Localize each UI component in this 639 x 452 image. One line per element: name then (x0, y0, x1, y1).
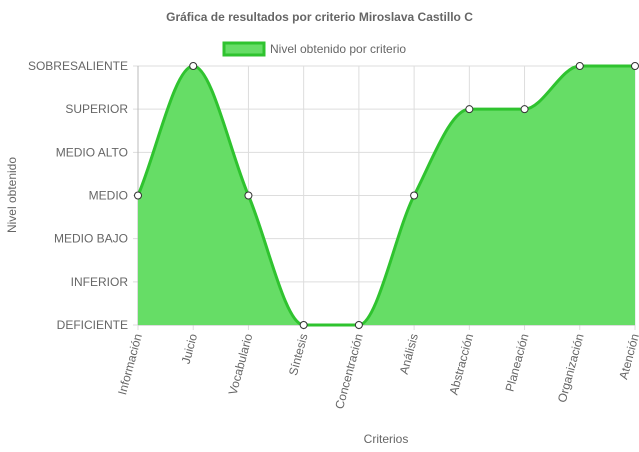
area-layer (136, 64, 635, 327)
data-point[interactable] (134, 191, 142, 200)
x-tick-label: Planeación (503, 332, 532, 393)
y-tick-label: MEDIO BAJO (54, 232, 128, 246)
y-axis-ticks: DEFICIENTE INFERIOR MEDIO BAJO MEDIO MEDIO A… (28, 59, 128, 332)
series-line (136, 64, 635, 327)
y-tick-label: DEFICIENTE (57, 318, 128, 332)
data-point[interactable] (465, 105, 474, 114)
data-point[interactable] (299, 321, 308, 329)
y-tick-label: SUPERIOR (65, 102, 128, 116)
x-tick-label: Síntesis (286, 332, 311, 377)
data-point[interactable] (189, 62, 198, 70)
chart-title: Gráfica de resultados por criterio Miros… (166, 10, 473, 24)
x-axis-ticks: Información Juicio Vocabulario Síntesis Conc… (115, 332, 639, 411)
y-tick-label: MEDIO (89, 189, 128, 203)
data-point[interactable] (410, 191, 419, 200)
data-points (134, 62, 639, 329)
legend-swatch (222, 41, 266, 57)
y-axis-label: Nivel obtenido (5, 157, 19, 233)
x-tick-label: Vocabulario (226, 332, 256, 397)
data-point[interactable] (575, 62, 584, 70)
x-tick-label: Información (115, 332, 145, 396)
x-tick-label: Organización (555, 332, 587, 404)
x-tick-label: Atención (616, 332, 639, 381)
x-tick-label: Análisis (397, 332, 421, 376)
y-tick-label: INFERIOR (71, 275, 129, 289)
legend-label: Nivel obtenido por criterio (270, 42, 406, 56)
y-tick-label: MEDIO ALTO (56, 145, 128, 159)
x-axis-label: Criterios (364, 432, 409, 446)
data-point[interactable] (244, 191, 253, 200)
data-point[interactable] (631, 62, 639, 70)
data-point[interactable] (520, 105, 529, 114)
x-tick-label: Concentración (332, 332, 366, 410)
x-tick-label: Juicio (179, 332, 201, 366)
data-point[interactable] (354, 321, 363, 329)
y-tick-label: SOBRESALIENTE (28, 59, 128, 73)
x-tick-label: Abstracción (446, 332, 476, 396)
series-area (138, 66, 635, 325)
legend[interactable]: Nivel obtenido por criterio (222, 41, 406, 57)
